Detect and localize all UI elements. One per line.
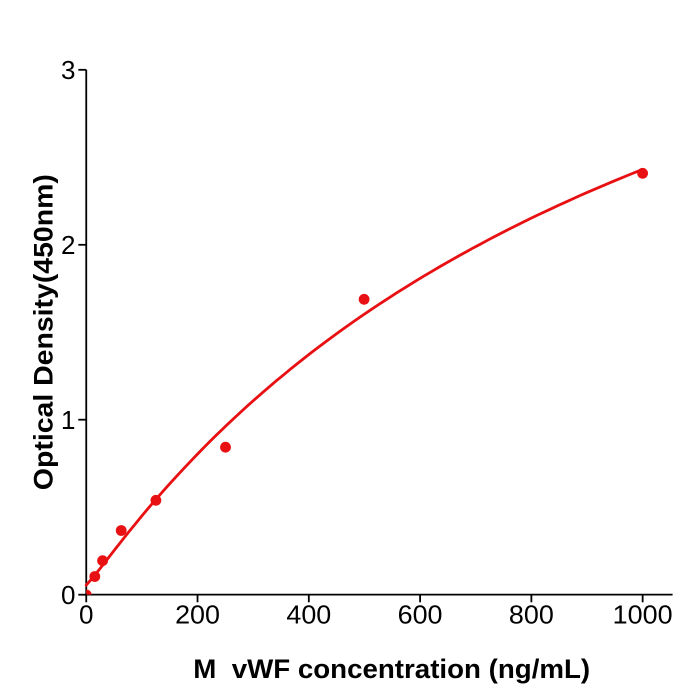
svg-text:0: 0 <box>61 580 75 610</box>
svg-text:1: 1 <box>61 405 75 435</box>
svg-text:2: 2 <box>61 230 75 260</box>
svg-text:M vWF concentration (ng/mL): M vWF concentration (ng/mL) <box>193 654 590 684</box>
svg-text:800: 800 <box>509 600 554 630</box>
svg-text:400: 400 <box>286 600 331 630</box>
svg-text:600: 600 <box>398 600 443 630</box>
svg-text:Optical Density(450nm): Optical Density(450nm) <box>29 174 59 490</box>
svg-text:0: 0 <box>79 600 93 630</box>
svg-text:1000: 1000 <box>613 600 673 630</box>
svg-text:3: 3 <box>61 55 75 85</box>
svg-text:200: 200 <box>175 600 220 630</box>
